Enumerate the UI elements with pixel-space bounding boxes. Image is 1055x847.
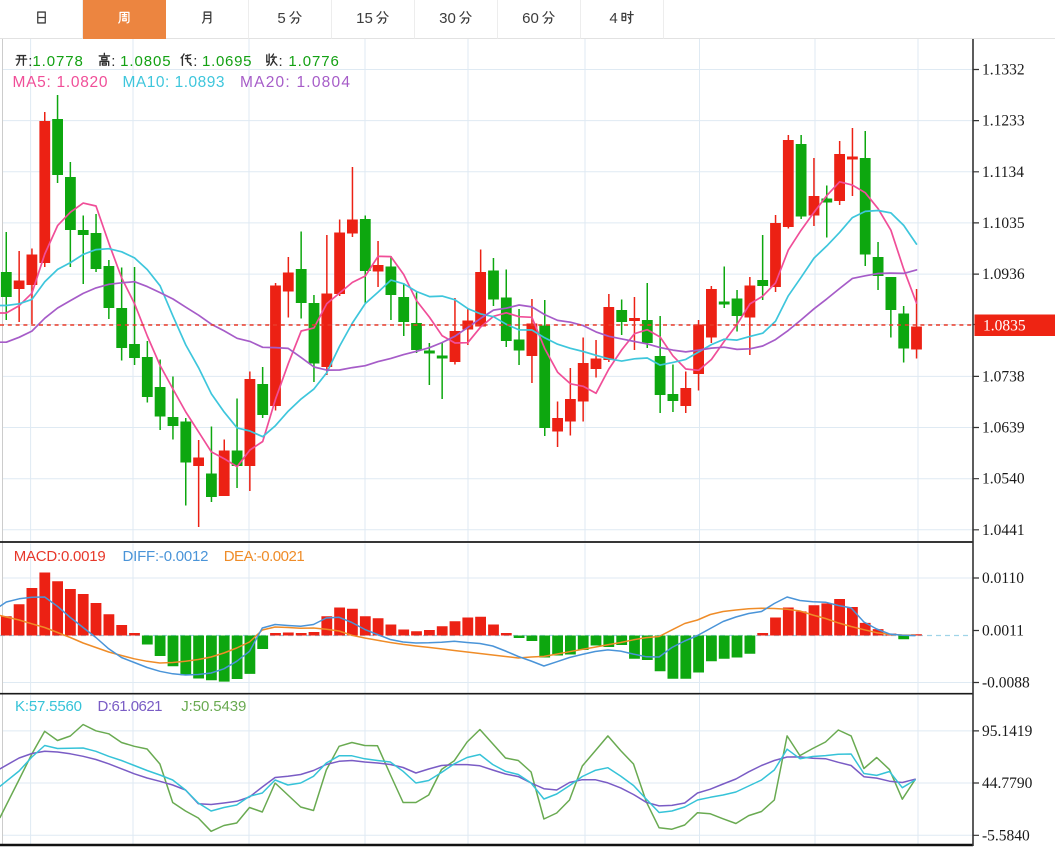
svg-text:MA10: 1.0893: MA10: 1.0893 — [123, 74, 225, 91]
svg-text:1.1332: 1.1332 — [982, 62, 1025, 79]
svg-text:-0.0088: -0.0088 — [982, 675, 1030, 692]
svg-text:1.0441: 1.0441 — [982, 522, 1025, 539]
svg-text:95.1419: 95.1419 — [982, 723, 1033, 740]
svg-text:J:50.5439: J:50.5439 — [181, 698, 246, 715]
svg-text:1.0778: 1.0778 — [32, 53, 83, 70]
svg-text:1.0936: 1.0936 — [982, 266, 1025, 283]
svg-text:1.1134: 1.1134 — [982, 164, 1024, 181]
svg-text:MACD:0.0019: MACD:0.0019 — [14, 548, 106, 565]
svg-text:K:57.5560: K:57.5560 — [15, 698, 82, 715]
svg-text:1.1233: 1.1233 — [982, 113, 1025, 130]
svg-text:0.0110: 0.0110 — [982, 570, 1024, 587]
svg-text:1.0695: 1.0695 — [202, 53, 252, 70]
svg-text:MA20: 1.0804: MA20: 1.0804 — [240, 74, 350, 91]
svg-text::: : — [28, 53, 32, 70]
svg-text:1.0805: 1.0805 — [120, 53, 171, 70]
svg-text:1.0639: 1.0639 — [982, 420, 1025, 437]
svg-text:1.0776: 1.0776 — [288, 53, 339, 70]
svg-text:-5.5840: -5.5840 — [982, 827, 1030, 844]
svg-text:1.1035: 1.1035 — [982, 215, 1025, 232]
svg-text:DIFF:-0.0012: DIFF:-0.0012 — [123, 548, 209, 565]
svg-text::: : — [193, 53, 197, 70]
svg-text:DEA:-0.0021: DEA:-0.0021 — [224, 548, 305, 565]
svg-text:1.0835: 1.0835 — [983, 318, 1026, 335]
svg-text:D:61.0621: D:61.0621 — [98, 698, 163, 715]
svg-text::: : — [111, 53, 115, 70]
svg-text:1.0738: 1.0738 — [982, 368, 1025, 385]
svg-text:0.0011: 0.0011 — [982, 623, 1024, 640]
svg-text:44.7790: 44.7790 — [982, 775, 1033, 792]
svg-text:MA5: 1.0820: MA5: 1.0820 — [13, 74, 108, 91]
svg-text:1.0540: 1.0540 — [982, 471, 1025, 488]
svg-text::: : — [279, 53, 283, 70]
